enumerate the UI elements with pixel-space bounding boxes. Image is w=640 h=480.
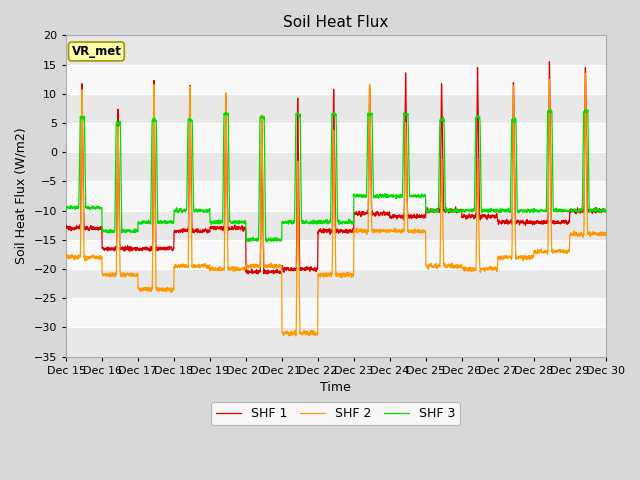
SHF 2 xyxy=(62,252,70,258)
SHF 3 xyxy=(601,209,609,215)
Bar xyxy=(66,94,605,123)
SHF 3 xyxy=(62,207,70,213)
SHF 3 xyxy=(159,219,167,225)
Line: SHF 2: SHF 2 xyxy=(66,74,605,336)
Bar xyxy=(66,240,605,269)
SHF 1 xyxy=(457,206,465,212)
SHF 2 xyxy=(582,71,589,77)
Legend: SHF 1, SHF 2, SHF 3: SHF 1, SHF 2, SHF 3 xyxy=(211,402,460,425)
SHF 3 xyxy=(244,239,252,245)
SHF 1 xyxy=(427,207,435,213)
Bar xyxy=(66,327,605,357)
Bar xyxy=(66,64,605,94)
Bar xyxy=(66,211,605,240)
SHF 2 xyxy=(316,272,323,278)
Bar xyxy=(66,36,605,64)
SHF 2 xyxy=(427,262,435,267)
SHF 3 xyxy=(547,107,554,113)
Line: SHF 3: SHF 3 xyxy=(66,110,605,242)
SHF 2 xyxy=(159,288,167,293)
SHF 3 xyxy=(457,208,465,214)
SHF 1 xyxy=(545,59,553,65)
SHF 3 xyxy=(427,206,435,212)
SHF 3 xyxy=(602,207,609,213)
SHF 3 xyxy=(488,206,495,212)
SHF 1 xyxy=(316,228,323,233)
SHF 1 xyxy=(488,212,495,218)
Bar xyxy=(66,152,605,181)
SHF 2 xyxy=(285,333,293,339)
SHF 1 xyxy=(601,208,609,214)
Y-axis label: Soil Heat Flux (W/m2): Soil Heat Flux (W/m2) xyxy=(15,128,28,264)
SHF 2 xyxy=(602,230,609,236)
X-axis label: Time: Time xyxy=(321,381,351,394)
Title: Soil Heat Flux: Soil Heat Flux xyxy=(283,15,388,30)
SHF 1 xyxy=(264,271,271,277)
SHF 3 xyxy=(316,219,323,225)
Bar xyxy=(66,123,605,152)
Text: VR_met: VR_met xyxy=(72,45,122,58)
SHF 1 xyxy=(602,208,609,214)
Bar xyxy=(66,181,605,211)
SHF 1 xyxy=(159,247,167,252)
SHF 1 xyxy=(62,223,70,228)
SHF 2 xyxy=(457,263,465,269)
Line: SHF 1: SHF 1 xyxy=(66,62,605,274)
SHF 2 xyxy=(488,267,495,273)
SHF 2 xyxy=(601,231,609,237)
Bar xyxy=(66,269,605,298)
Bar xyxy=(66,298,605,327)
